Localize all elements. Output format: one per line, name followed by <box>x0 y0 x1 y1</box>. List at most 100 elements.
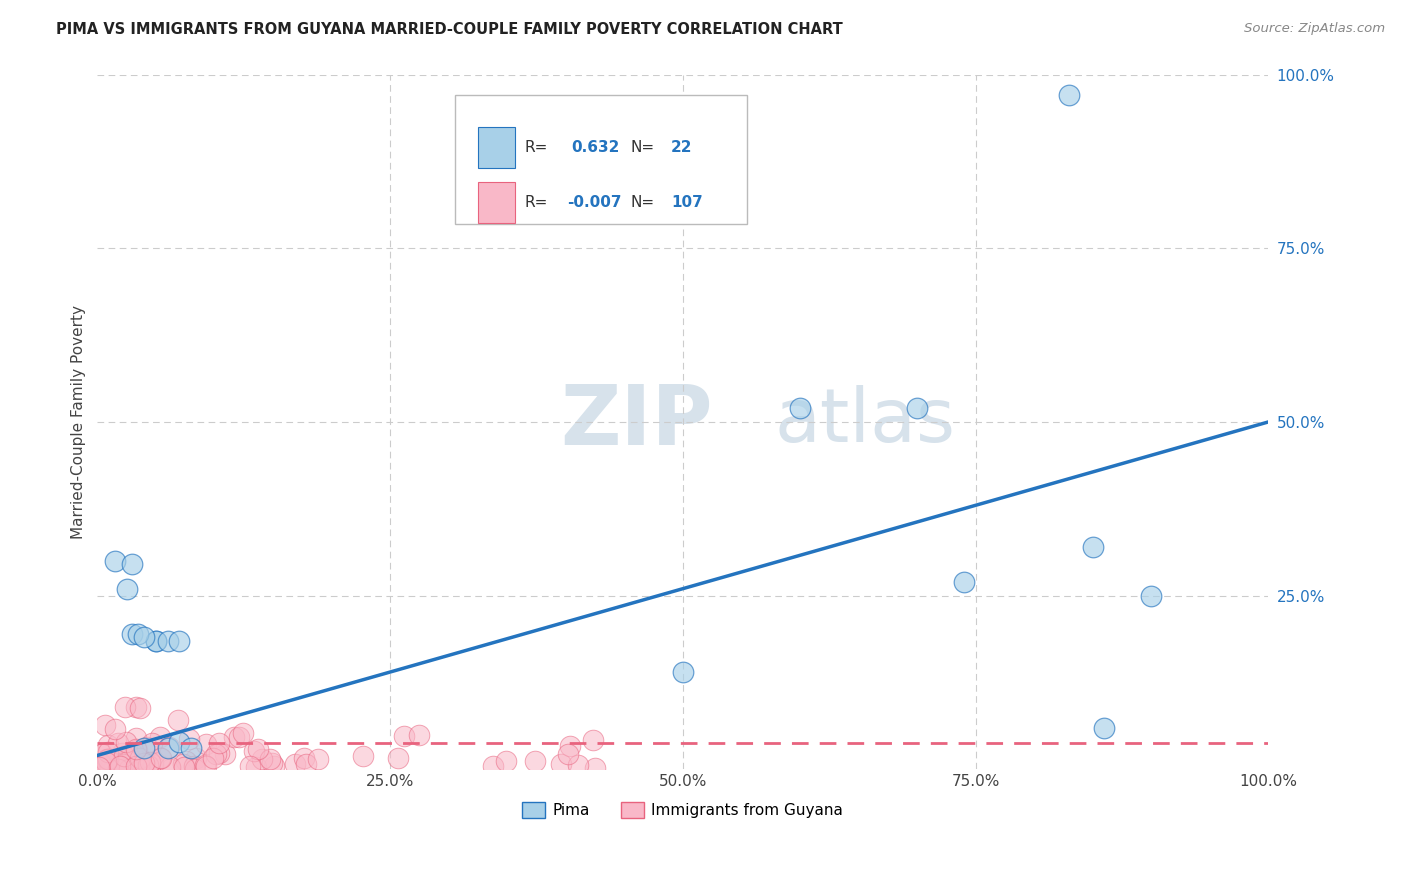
Point <box>953 574 976 589</box>
Point <box>246 741 269 756</box>
Point <box>107 736 129 750</box>
Point <box>387 751 409 765</box>
Point <box>558 739 581 753</box>
Point <box>149 751 172 765</box>
Point <box>125 742 148 756</box>
Text: N=: N= <box>630 194 654 210</box>
Point <box>307 751 329 765</box>
Point <box>97 745 120 759</box>
Point <box>134 630 156 644</box>
Point <box>128 700 150 714</box>
Point <box>127 627 149 641</box>
Point <box>94 718 117 732</box>
Point <box>97 738 120 752</box>
Point <box>184 750 207 764</box>
Point <box>132 756 155 770</box>
Point <box>180 741 202 756</box>
Point <box>139 755 162 769</box>
Point <box>567 758 589 772</box>
Point <box>100 752 122 766</box>
Point <box>284 756 307 771</box>
Point <box>107 762 129 776</box>
Point <box>121 746 143 760</box>
Point <box>145 633 167 648</box>
Point <box>173 760 195 774</box>
Text: N=: N= <box>630 140 654 155</box>
Point <box>142 756 165 770</box>
Point <box>128 759 150 773</box>
Point <box>169 734 191 748</box>
Point <box>118 762 141 776</box>
Point <box>128 761 150 775</box>
Point <box>122 746 145 760</box>
Point <box>184 762 207 776</box>
Point <box>121 627 143 641</box>
Point <box>125 742 148 756</box>
Text: 107: 107 <box>671 194 703 210</box>
Point <box>495 754 517 768</box>
Point <box>112 749 135 764</box>
Point <box>104 722 127 736</box>
Point <box>789 401 811 415</box>
Point <box>136 739 159 754</box>
Point <box>183 759 205 773</box>
Point <box>550 757 572 772</box>
Point <box>90 758 112 772</box>
Point <box>104 554 127 568</box>
Point <box>128 754 150 768</box>
Text: R=: R= <box>524 140 548 155</box>
Point <box>125 731 148 745</box>
Text: PIMA VS IMMIGRANTS FROM GUYANA MARRIED-COUPLE FAMILY POVERTY CORRELATION CHART: PIMA VS IMMIGRANTS FROM GUYANA MARRIED-C… <box>56 22 844 37</box>
Y-axis label: Married-Couple Family Poverty: Married-Couple Family Poverty <box>72 305 86 539</box>
Point <box>105 762 128 776</box>
Point <box>98 762 121 776</box>
Point <box>179 731 201 746</box>
Point <box>167 714 190 728</box>
Point <box>243 744 266 758</box>
Point <box>141 760 163 774</box>
Point <box>90 762 112 776</box>
Point <box>96 751 118 765</box>
Point <box>174 754 197 768</box>
Point <box>582 733 605 747</box>
Point <box>523 754 546 768</box>
Point <box>111 755 134 769</box>
Text: 22: 22 <box>671 140 693 155</box>
Point <box>232 726 254 740</box>
Text: -0.007: -0.007 <box>567 194 621 210</box>
Point <box>557 747 579 761</box>
Point <box>114 735 136 749</box>
Point <box>91 747 114 761</box>
Point <box>224 730 246 744</box>
Point <box>156 633 179 648</box>
Point <box>292 750 315 764</box>
Point <box>114 756 136 770</box>
Text: atlas: atlas <box>775 385 955 458</box>
Point <box>295 757 318 772</box>
Point <box>352 749 374 764</box>
Point <box>96 752 118 766</box>
Point <box>1081 540 1104 554</box>
Point <box>159 762 181 776</box>
Point <box>134 741 156 756</box>
Point <box>149 730 172 744</box>
Point <box>108 750 131 764</box>
Point <box>202 751 225 765</box>
Point <box>108 759 131 773</box>
Point <box>111 747 134 761</box>
Point <box>259 752 281 766</box>
Point <box>93 758 115 772</box>
Point <box>112 757 135 772</box>
Point <box>107 757 129 772</box>
Point <box>482 758 505 772</box>
Point <box>205 747 228 761</box>
Point <box>94 755 117 769</box>
Point <box>1094 721 1116 735</box>
Point <box>87 760 110 774</box>
Point <box>97 758 120 772</box>
Point <box>214 747 236 762</box>
Point <box>124 758 146 772</box>
Point <box>128 751 150 765</box>
Point <box>125 699 148 714</box>
Point <box>252 752 274 766</box>
